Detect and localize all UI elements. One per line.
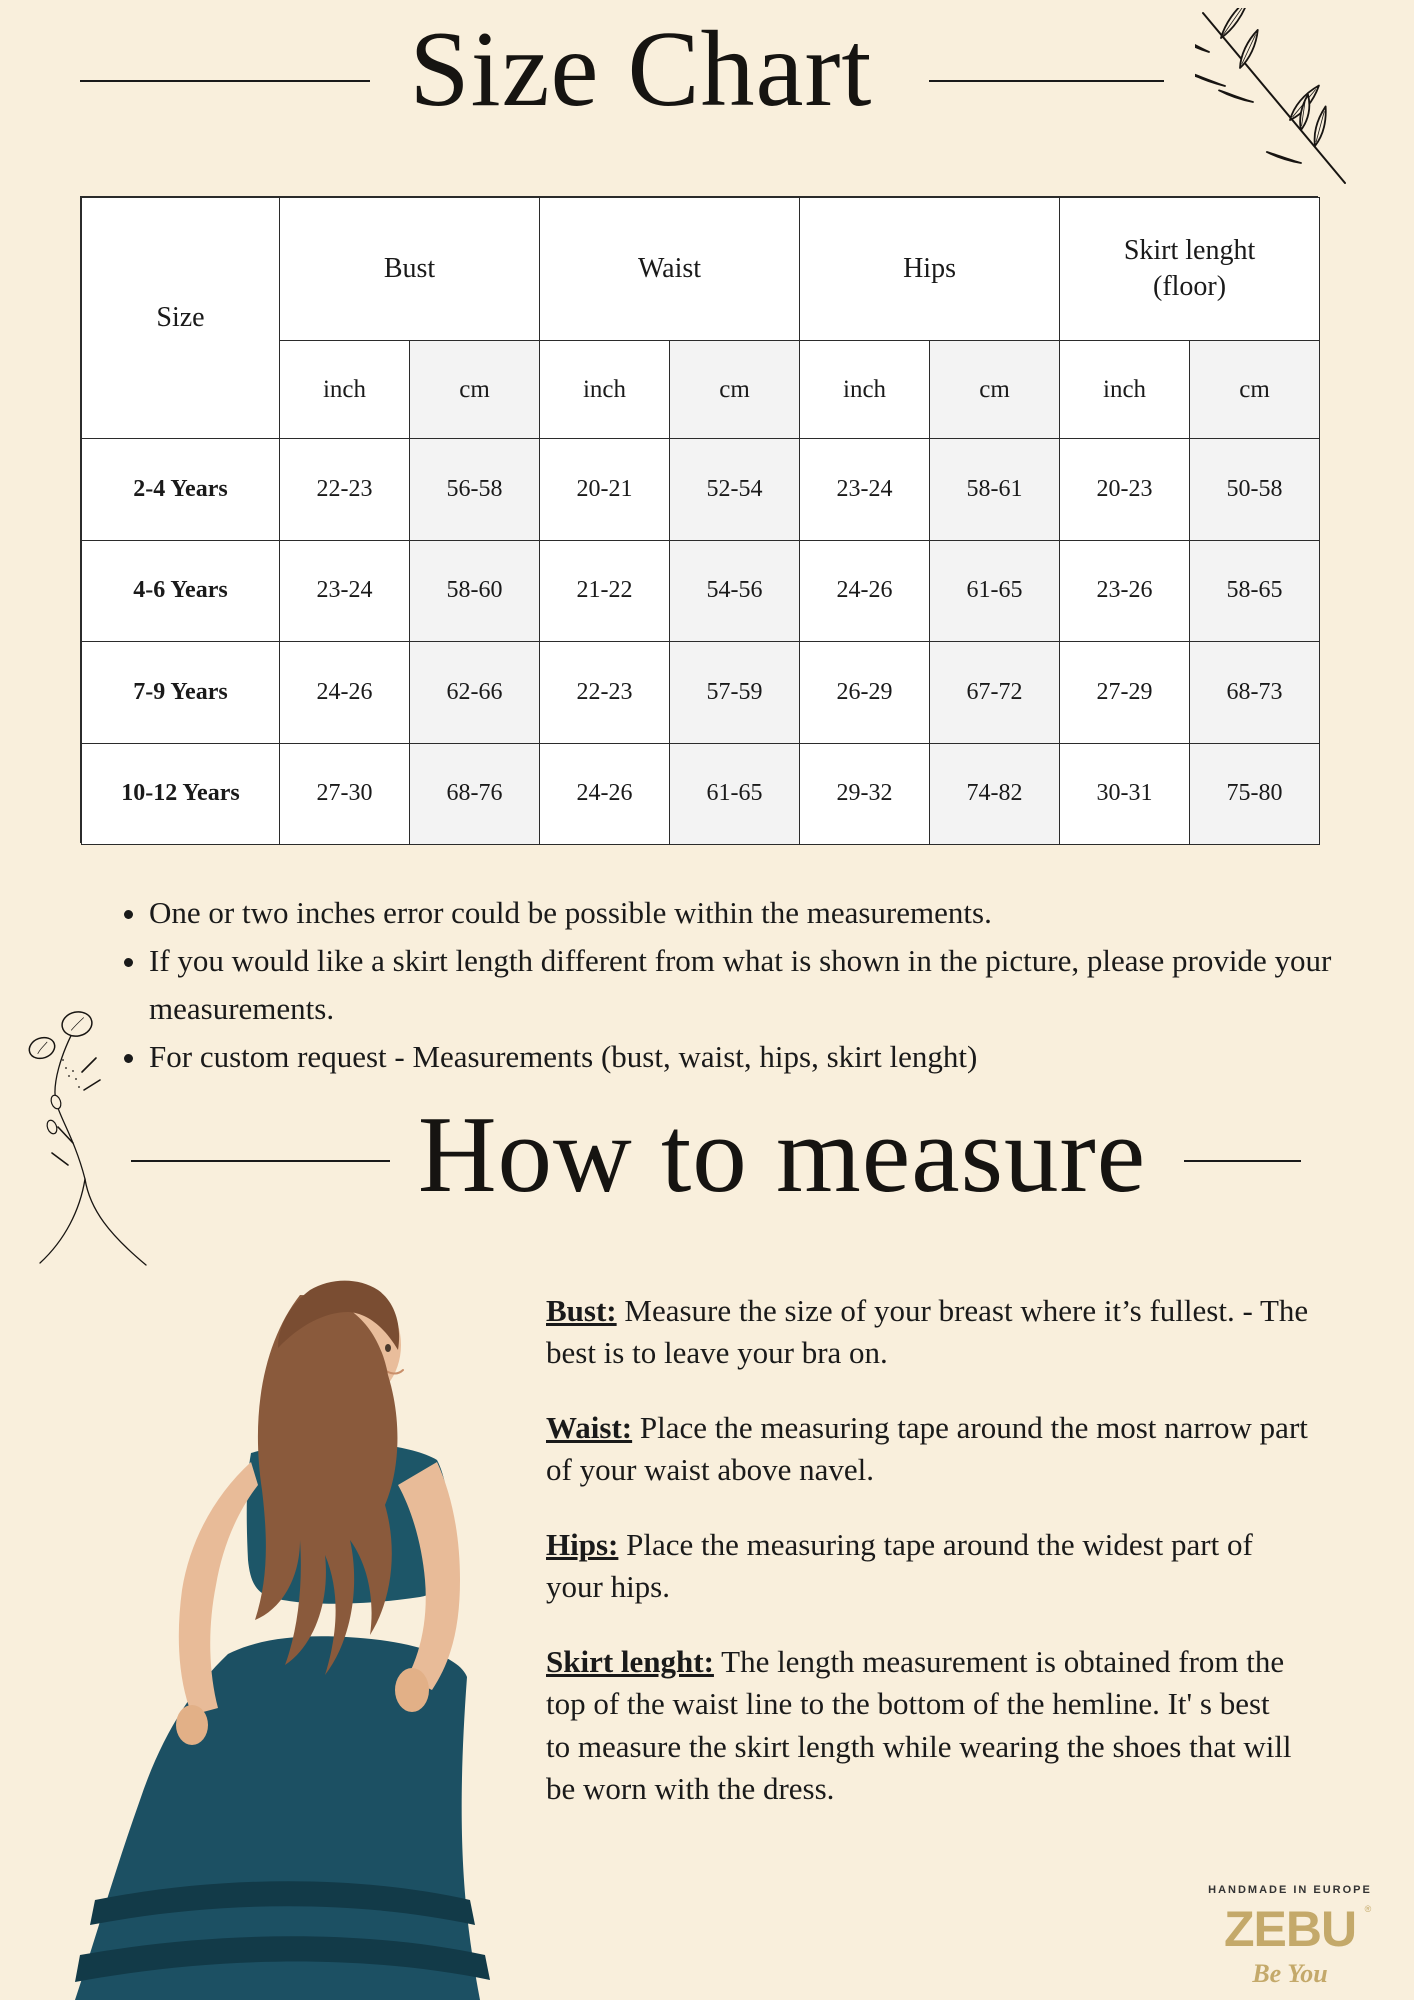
svg-text:®: ® — [1365, 1904, 1372, 1914]
svg-text:ZEBU: ZEBU — [1224, 1901, 1356, 1957]
